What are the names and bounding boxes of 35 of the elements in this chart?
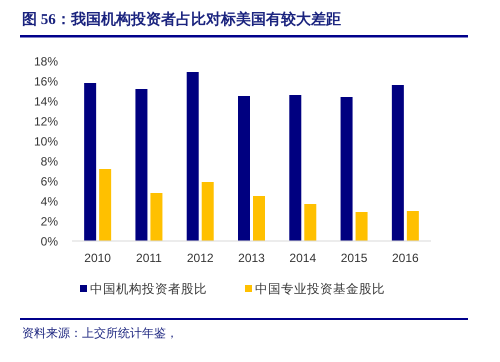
legend-label: 中国专业投资基金股比: [255, 282, 385, 296]
bar: [202, 182, 214, 241]
x-tick-label: 2011: [136, 251, 162, 265]
bar: [304, 204, 316, 241]
y-tick-label: 16%: [34, 74, 58, 88]
y-tick-label: 10%: [34, 134, 58, 148]
y-tick-label: 8%: [40, 154, 58, 168]
bar: [392, 85, 404, 241]
bar: [150, 193, 162, 241]
x-tick-label: 2016: [392, 251, 420, 265]
x-tick-label: 2010: [84, 251, 112, 265]
bar: [84, 83, 96, 241]
legend-label: 中国机构投资者股比: [90, 282, 207, 296]
chart-title: 图 56：我国机构投资者占比对标美国有较大差距: [22, 10, 341, 28]
y-tick-label: 12%: [34, 114, 58, 128]
x-tick-label: 2015: [340, 251, 368, 265]
y-tick-label: 14%: [34, 94, 58, 108]
bar: [356, 212, 368, 241]
bar: [253, 196, 265, 241]
y-tick-label: 6%: [40, 174, 58, 188]
text: 资料来源：上交所统计年鉴，: [22, 326, 178, 340]
y-tick-label: 18%: [34, 54, 58, 68]
bar: [289, 95, 302, 241]
bar: [186, 72, 199, 241]
bar: [135, 89, 148, 241]
y-tick-label: 4%: [40, 194, 58, 208]
x-tick-label: 2014: [289, 251, 316, 265]
y-tick-label: 0%: [40, 234, 58, 248]
bar: [340, 97, 353, 241]
x-tick-label: 2012: [186, 251, 214, 265]
bar: [406, 211, 419, 241]
bar: [238, 96, 250, 241]
bar: [99, 169, 112, 241]
y-tick-label: 2%: [40, 214, 58, 228]
x-tick-label: 2013: [238, 251, 266, 265]
